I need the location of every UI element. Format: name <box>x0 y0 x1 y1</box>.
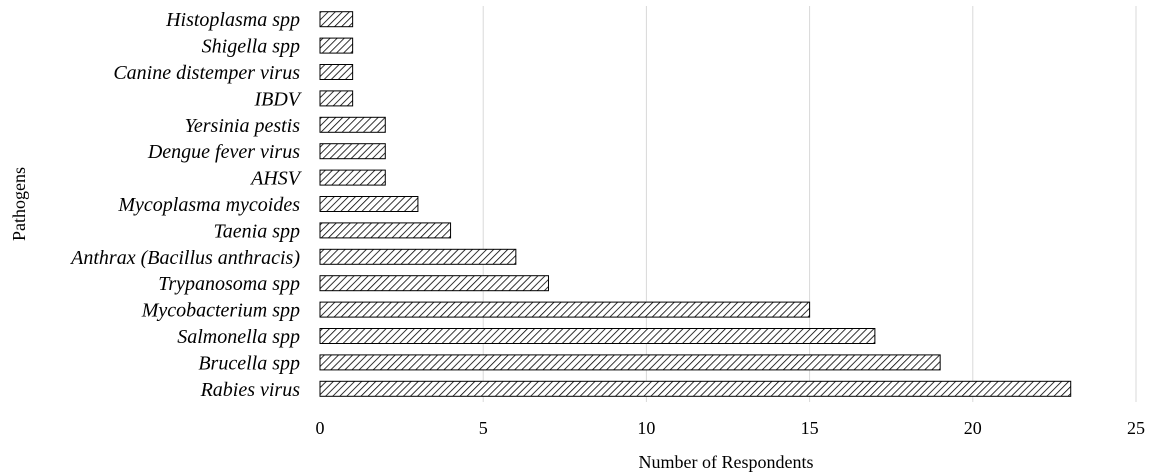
bar <box>319 11 354 28</box>
bar <box>319 37 354 54</box>
category-label: Shigella spp <box>202 36 300 58</box>
bar <box>319 275 549 292</box>
x-tick-label: 15 <box>801 418 819 438</box>
category-label: Taenia spp <box>213 220 300 242</box>
x-tick-label: 20 <box>964 418 982 438</box>
bar <box>319 196 419 212</box>
category-label: Yersinia pestis <box>185 115 301 137</box>
category-label: Rabies virus <box>200 379 301 401</box>
bar <box>319 380 1072 397</box>
category-label: Trypanosoma spp <box>158 273 300 295</box>
bar <box>319 222 452 239</box>
bar <box>319 143 386 160</box>
bar <box>319 328 876 344</box>
bar <box>319 169 386 186</box>
x-tick-label: 10 <box>637 418 655 438</box>
bar <box>319 64 354 80</box>
category-label: AHSV <box>249 168 303 190</box>
bar <box>319 301 811 318</box>
x-tick-label: 5 <box>479 418 488 438</box>
category-label: Canine distemper virus <box>113 62 300 84</box>
category-label: Brucella spp <box>198 352 300 374</box>
category-label: Mycobacterium spp <box>141 300 300 322</box>
category-label: Anthrax (Bacillus anthracis) <box>69 247 300 269</box>
category-labels: Histoplasma spp Shigella spp Canine distem… <box>69 9 303 401</box>
x-tick-labels: 0 5 10 15 20 25 <box>316 418 1146 438</box>
bar <box>319 354 941 371</box>
category-label: Histoplasma spp <box>165 9 300 31</box>
x-axis-title: Number of Respondents <box>639 452 814 472</box>
bar <box>319 248 517 265</box>
bars <box>319 11 1072 397</box>
bar <box>319 90 354 107</box>
category-label: Mycoplasma mycoides <box>117 194 300 216</box>
x-tick-label: 25 <box>1127 418 1145 438</box>
category-label: IBDV <box>253 88 302 110</box>
category-label: Salmonella spp <box>177 326 300 348</box>
category-label: Dengue fever virus <box>147 141 300 163</box>
y-axis-title: Pathogens <box>9 167 29 241</box>
x-tick-label: 0 <box>316 418 325 438</box>
bar <box>319 116 386 133</box>
